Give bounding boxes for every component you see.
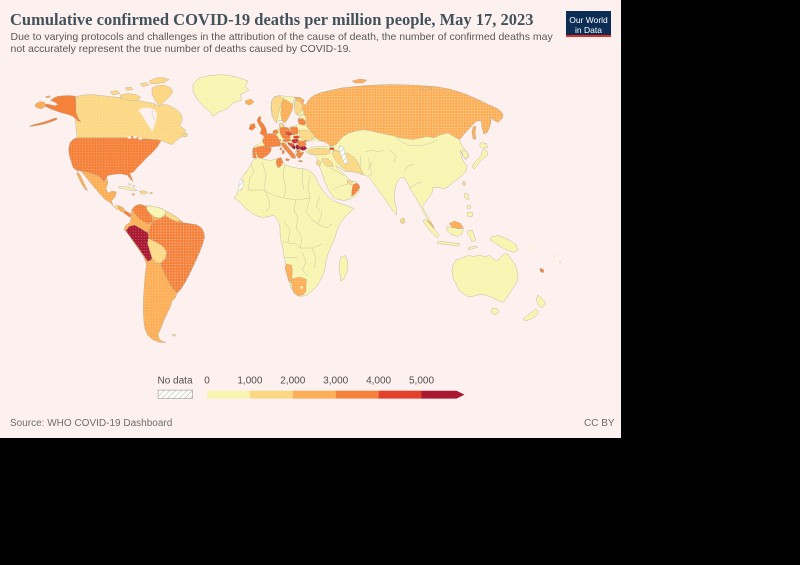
svg-text:5,000: 5,000	[409, 376, 434, 387]
svg-text:2,000: 2,000	[280, 376, 305, 387]
svg-text:4,000: 4,000	[366, 376, 391, 387]
svg-text:3,000: 3,000	[323, 376, 348, 387]
svg-text:No data: No data	[158, 376, 193, 387]
svg-text:0: 0	[204, 376, 210, 387]
svg-text:1,000: 1,000	[237, 376, 262, 387]
